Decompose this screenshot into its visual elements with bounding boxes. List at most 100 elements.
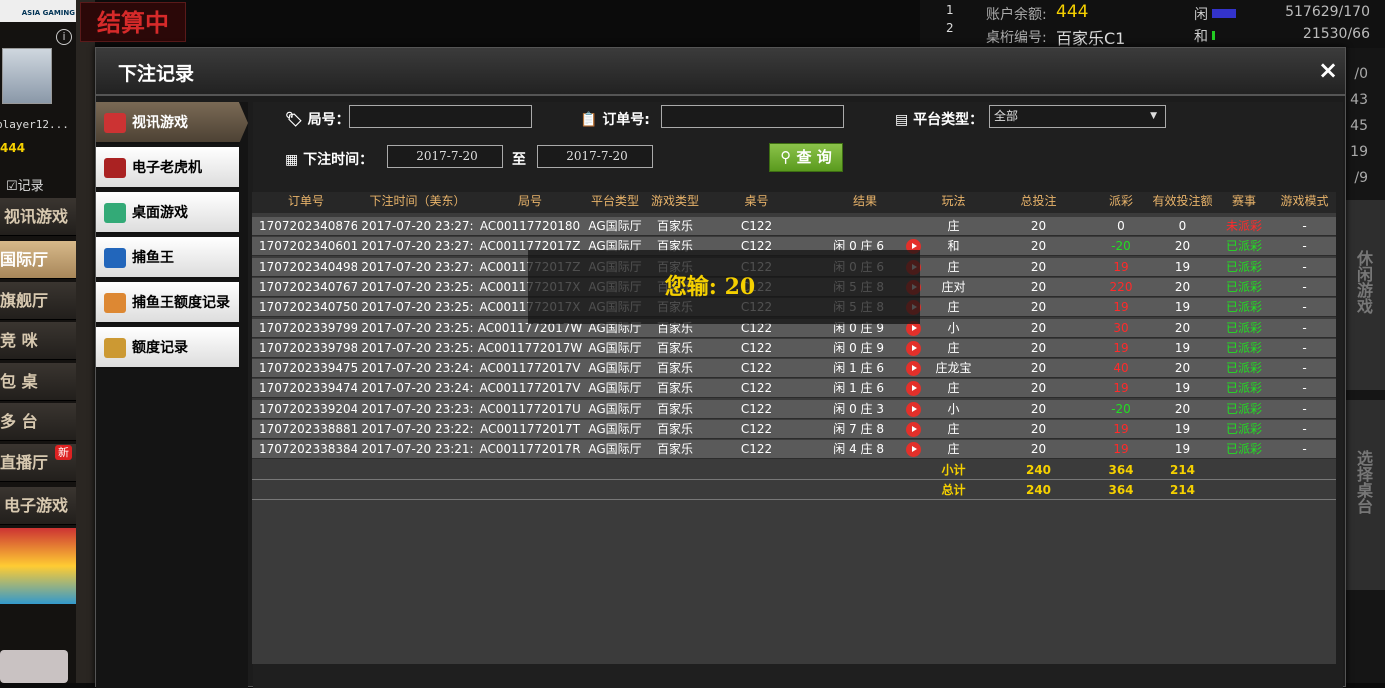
menu-item[interactable]: 视讯游戏: [96, 102, 248, 144]
cell: 20: [1174, 401, 1191, 416]
table-row[interactable]: 1707202339798 2017-07-20 23:25: AC00117720…: [252, 338, 1336, 358]
cell: 百家乐: [656, 442, 693, 457]
menu-text[interactable]: 视讯游戏: [132, 115, 188, 131]
dialog-title: 下注记录: [118, 63, 195, 85]
menu-text[interactable]: 桌面游戏: [132, 205, 188, 221]
replay-button[interactable]: [906, 401, 921, 417]
cell: 1707202339474: [259, 381, 357, 396]
nav-item[interactable]: 竞 咪: [0, 322, 76, 360]
side-tab[interactable]: 选择桌台: [1346, 400, 1385, 590]
close-button[interactable]: ×: [1318, 56, 1339, 84]
menu-text[interactable]: 电子老虎机: [132, 160, 202, 176]
table-label: 桌桁编号:: [986, 30, 1047, 46]
popup: 您输: 20: [528, 250, 920, 324]
cell: 百家乐: [656, 219, 693, 233]
round-label-text: 局号：: [307, 112, 350, 128]
menu-text[interactable]: 额度记录: [132, 340, 188, 356]
cell: 庄: [947, 381, 960, 396]
nav-item[interactable]: 视讯游戏: [0, 198, 76, 236]
balance: 444: [0, 141, 26, 155]
cell: -: [1302, 279, 1307, 294]
replay-button[interactable]: [906, 442, 921, 458]
record-link[interactable]: ☑记录: [6, 179, 44, 194]
nav-item[interactable]: 旗舰厅: [0, 282, 76, 320]
search-button[interactable]: ⚲ 查 询: [769, 143, 843, 172]
table-row[interactable]: 1707202339204 2017-07-20 23:23: AC00117720…: [252, 399, 1336, 419]
nav-item[interactable]: 国际厅: [0, 241, 76, 279]
cell: 百家乐: [656, 401, 693, 416]
replay-button[interactable]: [906, 361, 921, 377]
time-label-text: 下注时间：: [303, 152, 374, 168]
date-to[interactable]: 2017-7-20: [537, 145, 653, 168]
column-header: 局号: [517, 194, 542, 208]
nav-item[interactable]: 包 桌: [0, 363, 76, 401]
menu-text[interactable]: 捕鱼王额度记录: [132, 295, 230, 311]
thumb[interactable]: [0, 650, 68, 683]
date-from[interactable]: 2017-7-20: [387, 145, 503, 168]
table-row[interactable]: 1707202339475 2017-07-20 23:24: AC00117720…: [252, 359, 1336, 379]
menu-item[interactable]: 捕鱼王额度记录: [96, 282, 239, 324]
cell: AC0011772017R: [479, 442, 581, 457]
cell: 1707202340498: [259, 259, 357, 274]
table-row[interactable]: 1707202339474 2017-07-20 23:24: AC00117720…: [252, 379, 1336, 399]
cell: 庄: [947, 340, 960, 355]
cell: 1707202340601: [259, 239, 357, 254]
summary-value: 214: [1169, 462, 1196, 477]
cell: -20: [1111, 401, 1131, 416]
cell: 2017-07-20 23:25:: [361, 279, 474, 294]
balance-value: 444: [1056, 2, 1089, 22]
cell: 2017-07-20 23:27:: [361, 259, 474, 274]
cell: 和: [947, 239, 960, 254]
menu-item[interactable]: 桌面游戏: [96, 192, 239, 234]
dialog-header: 下注记录 ×: [96, 48, 1345, 96]
nav-item[interactable]: 电子游戏: [0, 487, 76, 525]
record-text[interactable]: 记录: [17, 179, 44, 194]
summary-value: 364: [1108, 483, 1134, 498]
summary-value: 364: [1108, 462, 1134, 477]
cell: 庄龙宝: [935, 361, 972, 376]
table-row[interactable]: 1707202338881 2017-07-20 23:22: AC00117720…: [252, 420, 1336, 439]
column-header: 总投注: [1020, 194, 1057, 208]
nav-item[interactable]: 多 台: [0, 403, 76, 441]
cell: 19: [1174, 340, 1191, 355]
round-input[interactable]: [349, 105, 532, 128]
cell: AC0011772017U: [479, 401, 581, 416]
cell: AG国际厅: [588, 381, 642, 396]
platform-select[interactable]: 全部 ▼: [989, 105, 1166, 128]
info-icon[interactable]: i: [56, 29, 72, 45]
menu-item[interactable]: 电子老虎机: [96, 147, 239, 189]
cell: 20: [1174, 361, 1191, 376]
cell: 2017-07-20 23:27:: [361, 239, 474, 254]
cell: 20: [1030, 320, 1047, 335]
menu-item[interactable]: 额度记录: [96, 327, 239, 369]
replay-button[interactable]: [906, 381, 921, 397]
cell: -: [1302, 401, 1307, 416]
game-banner[interactable]: [0, 528, 76, 604]
replay-button[interactable]: [906, 320, 921, 336]
order-label: 📋 订单号:: [580, 112, 650, 128]
side-tab[interactable]: 休闲游戏: [1346, 200, 1385, 390]
menu-text[interactable]: 捕鱼王: [132, 250, 174, 266]
column-header: 平台类型: [590, 194, 639, 208]
replay-button[interactable]: [906, 422, 921, 437]
replay-button[interactable]: [906, 340, 921, 356]
menu-item[interactable]: 捕鱼王: [96, 237, 239, 279]
summary-label: 小计: [941, 462, 966, 477]
cell: 百家乐: [656, 320, 693, 335]
cell: 2017-07-20 23:22:: [361, 422, 474, 436]
order-input[interactable]: [661, 105, 844, 128]
cell: 19: [1113, 259, 1129, 274]
table-row[interactable]: 1707202340876 2017-07-20 23:27: AC00117720…: [252, 217, 1336, 236]
platform-label: ▤ 平台类型：: [895, 112, 984, 128]
cell: 2017-07-20 23:24:: [361, 381, 474, 396]
cell: AG国际厅: [588, 340, 642, 355]
table-row[interactable]: 1707202339799 2017-07-20 23:25: AC00117720…: [252, 318, 1336, 338]
search-text[interactable]: 查 询: [796, 148, 832, 166]
summary-row: 小计 240 364 214: [252, 460, 1336, 480]
cell: -: [1302, 239, 1307, 254]
table-row[interactable]: 1707202338384 2017-07-20 23:21: AC00117720…: [252, 440, 1336, 460]
cell: 2017-07-20 23:27:: [361, 219, 474, 233]
cell: 20: [1174, 239, 1191, 254]
cell: 19: [1174, 259, 1191, 274]
